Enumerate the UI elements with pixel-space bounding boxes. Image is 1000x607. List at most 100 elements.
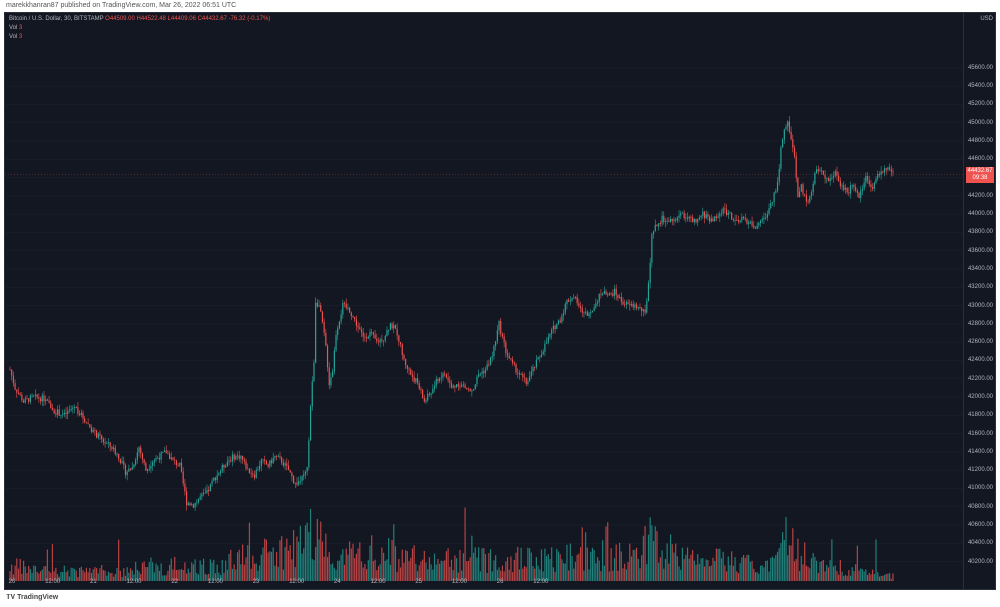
candle-body[interactable]	[472, 389, 475, 391]
candle-body[interactable]	[89, 424, 91, 428]
candle-body[interactable]	[832, 176, 835, 178]
candle-body[interactable]	[848, 192, 850, 194]
candle-body[interactable]	[520, 374, 522, 375]
candle-body[interactable]	[510, 358, 512, 360]
candle-body[interactable]	[542, 351, 544, 355]
candle-body[interactable]	[9, 369, 11, 371]
candle-body[interactable]	[326, 345, 329, 368]
candle-body[interactable]	[349, 307, 351, 313]
candle-body[interactable]	[644, 309, 646, 313]
candle-body[interactable]	[72, 407, 74, 409]
candle-body[interactable]	[364, 336, 366, 338]
candle-body[interactable]	[663, 215, 665, 222]
candle-body[interactable]	[571, 297, 573, 301]
candle-body[interactable]	[856, 190, 858, 193]
candle-body[interactable]	[586, 311, 588, 316]
candle-body[interactable]	[225, 466, 227, 468]
chart-frame[interactable]: Bitcoin / U.S. Dollar, 30, BITSTAMP O445…	[4, 12, 996, 590]
candle-body[interactable]	[455, 384, 458, 388]
candle-body[interactable]	[732, 219, 734, 221]
candle-body[interactable]	[478, 374, 480, 377]
candle-body[interactable]	[143, 459, 145, 463]
candle-body[interactable]	[328, 367, 330, 386]
candle-body[interactable]	[418, 383, 420, 389]
candle-body[interactable]	[376, 338, 378, 342]
candle-body[interactable]	[746, 219, 748, 224]
candle-body[interactable]	[843, 185, 845, 190]
candle-body[interactable]	[457, 384, 459, 387]
candle-body[interactable]	[102, 439, 104, 443]
candle-body[interactable]	[685, 217, 687, 219]
candle-body[interactable]	[186, 491, 188, 506]
candle-body[interactable]	[306, 467, 308, 472]
candle-body[interactable]	[180, 462, 183, 472]
candle-body[interactable]	[515, 364, 517, 373]
candle-body[interactable]	[680, 213, 682, 216]
candle-body[interactable]	[741, 216, 743, 221]
candle-body[interactable]	[14, 383, 16, 390]
candle-body[interactable]	[367, 336, 369, 339]
candle-body[interactable]	[135, 459, 137, 465]
candle-body[interactable]	[325, 332, 327, 346]
candle-body[interactable]	[85, 422, 88, 424]
candle-body[interactable]	[797, 177, 799, 198]
candle-body[interactable]	[382, 340, 385, 342]
candle-body[interactable]	[38, 397, 40, 399]
candle-body[interactable]	[783, 129, 785, 140]
candle-body[interactable]	[646, 300, 648, 313]
candle-body[interactable]	[111, 446, 113, 449]
candle-body[interactable]	[671, 218, 673, 222]
candle-body[interactable]	[303, 474, 305, 477]
candle-body[interactable]	[354, 316, 356, 320]
candle-body[interactable]	[323, 322, 325, 333]
candle-body[interactable]	[410, 369, 412, 375]
candle-body[interactable]	[872, 187, 874, 189]
candle-body[interactable]	[809, 196, 811, 202]
symbol-title[interactable]: Bitcoin / U.S. Dollar, 30, BITSTAMP	[9, 16, 104, 22]
candle-body[interactable]	[775, 190, 777, 193]
candle-body[interactable]	[425, 400, 427, 402]
candle-body[interactable]	[315, 302, 317, 363]
candle-body[interactable]	[16, 389, 18, 393]
candle-body[interactable]	[807, 201, 809, 203]
candle-body[interactable]	[255, 470, 257, 478]
candle-body[interactable]	[24, 398, 26, 403]
candle-body[interactable]	[292, 476, 295, 484]
candle-body[interactable]	[330, 377, 332, 386]
candle-body[interactable]	[296, 482, 298, 485]
candle-body[interactable]	[698, 217, 701, 219]
candle-body[interactable]	[114, 447, 116, 455]
candle-body[interactable]	[804, 194, 806, 195]
candle-body[interactable]	[882, 171, 884, 173]
candle-body[interactable]	[214, 477, 217, 481]
candle-body[interactable]	[573, 297, 575, 299]
candle-body[interactable]	[294, 482, 296, 484]
candle-body[interactable]	[316, 302, 318, 307]
candle-body[interactable]	[585, 311, 587, 313]
candle-body[interactable]	[523, 377, 526, 379]
candle-body[interactable]	[238, 455, 240, 459]
candle-body[interactable]	[707, 214, 709, 217]
candle-body[interactable]	[742, 216, 745, 219]
candle-body[interactable]	[245, 461, 247, 469]
candle-body[interactable]	[705, 214, 707, 219]
candle-body[interactable]	[724, 208, 726, 210]
candle-body[interactable]	[196, 501, 198, 503]
candle-body[interactable]	[780, 147, 782, 169]
candle-body[interactable]	[274, 455, 276, 458]
candle-body[interactable]	[379, 339, 381, 343]
candle-body[interactable]	[405, 358, 407, 366]
candle-body[interactable]	[635, 304, 638, 309]
candle-body[interactable]	[464, 384, 466, 389]
candle-body[interactable]	[596, 301, 599, 304]
candle-body[interactable]	[415, 378, 417, 382]
candle-body[interactable]	[197, 499, 200, 502]
candle-body[interactable]	[591, 311, 594, 313]
candle-body[interactable]	[298, 481, 300, 485]
candle-body[interactable]	[381, 339, 383, 341]
candle-body[interactable]	[763, 217, 765, 220]
candle-body[interactable]	[396, 328, 398, 336]
candle-body[interactable]	[440, 377, 442, 379]
candle-body[interactable]	[439, 378, 441, 382]
candle-body[interactable]	[272, 457, 274, 464]
